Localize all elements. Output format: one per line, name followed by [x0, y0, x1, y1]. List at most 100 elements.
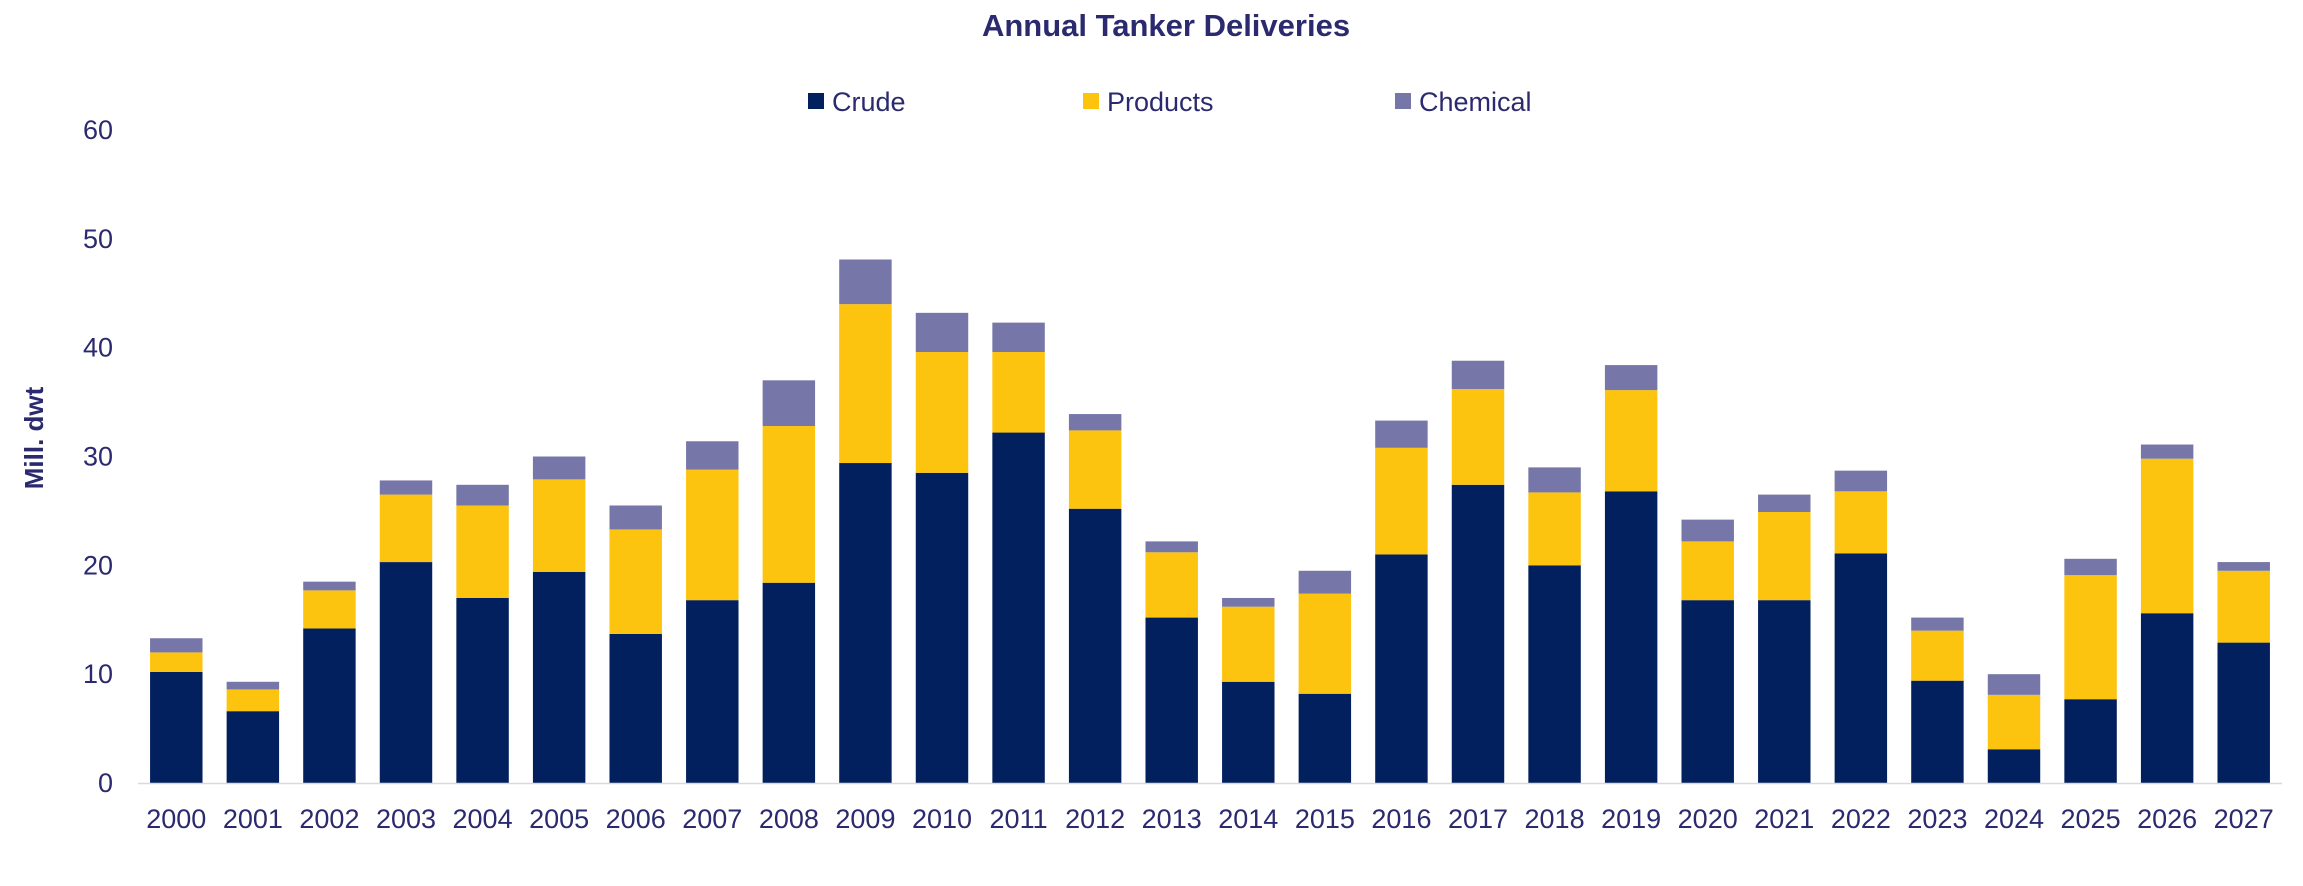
x-tick-label: 2023 — [1907, 804, 1967, 834]
bar-chemical-2004 — [456, 484, 509, 506]
x-tick-label: 2002 — [299, 804, 359, 834]
bar-crude-2027 — [2217, 642, 2270, 783]
bar-chemical-2017 — [1451, 360, 1505, 390]
bar-chemical-2021 — [1758, 494, 1811, 512]
bar-crude-2014 — [1222, 681, 1275, 783]
y-axis-ticks: 0 10 20 30 40 50 60 — [83, 115, 113, 798]
bar-chemical-2006 — [609, 505, 662, 530]
bar-products-2018 — [1528, 492, 1581, 566]
bar-crude-2003 — [379, 562, 433, 783]
bar-crude-2024 — [1987, 749, 2041, 783]
bar-products-2004 — [456, 505, 509, 598]
bar-chemical-2023 — [1911, 617, 1964, 631]
legend-label-chemical: Chemical — [1419, 87, 1532, 117]
bar-products-2003 — [379, 494, 433, 563]
legend-label-crude: Crude — [832, 87, 906, 117]
x-tick-label: 2015 — [1295, 804, 1355, 834]
bar-crude-2017 — [1451, 484, 1505, 783]
x-tick-label: 2016 — [1371, 804, 1431, 834]
bar-chemical-2016 — [1375, 420, 1428, 448]
bars — [150, 259, 2270, 783]
bar-chemical-2012 — [1068, 414, 1122, 431]
bar-crude-2022 — [1834, 553, 1888, 783]
x-tick-label: 2017 — [1448, 804, 1508, 834]
bar-chemical-2022 — [1834, 470, 1888, 492]
x-tick-label: 2006 — [606, 804, 666, 834]
bar-chemical-2018 — [1528, 467, 1581, 493]
bar-chemical-2020 — [1681, 519, 1734, 542]
bar-products-2015 — [1298, 593, 1352, 694]
x-tick-label: 2021 — [1754, 804, 1814, 834]
bar-chemical-2011 — [992, 322, 1045, 353]
x-tick-label: 2019 — [1601, 804, 1661, 834]
y-tick-label: 0 — [98, 768, 113, 798]
bar-chemical-2003 — [379, 480, 433, 495]
bar-products-2021 — [1758, 512, 1811, 601]
bar-products-2025 — [2064, 575, 2117, 700]
bar-chemical-2005 — [532, 456, 586, 480]
x-axis-ticks: 2000 2001 2002 2003 2004 2005 2006 2007 2008 2009… — [146, 804, 2273, 834]
bar-chemical-2014 — [1222, 597, 1275, 607]
bar-crude-2008 — [762, 582, 816, 783]
x-tick-label: 2009 — [835, 804, 895, 834]
bar-products-2007 — [686, 469, 739, 601]
bar-crude-2000 — [150, 671, 203, 783]
x-tick-label: 2008 — [759, 804, 819, 834]
bar-crude-2006 — [609, 633, 662, 783]
bar-crude-2026 — [2140, 613, 2194, 783]
bar-products-2020 — [1681, 541, 1734, 601]
bar-products-2006 — [609, 529, 662, 634]
bar-crude-2023 — [1911, 680, 1964, 783]
bar-products-2027 — [2217, 570, 2270, 643]
bar-chemical-2007 — [686, 441, 739, 470]
bar-chemical-2025 — [2064, 558, 2117, 576]
bar-crude-2019 — [1604, 491, 1658, 783]
bar-crude-2002 — [303, 628, 356, 783]
bar-products-2000 — [150, 652, 203, 672]
bar-products-2014 — [1222, 606, 1275, 682]
bar-products-2009 — [839, 304, 892, 464]
legend-label-products: Products — [1107, 87, 1214, 117]
bar-crude-2025 — [2064, 699, 2117, 783]
bar-crude-2016 — [1375, 554, 1428, 783]
x-tick-label: 2025 — [2061, 804, 2121, 834]
bar-chemical-2024 — [1987, 674, 2041, 695]
bar-products-2013 — [1145, 552, 1198, 618]
bar-products-2023 — [1911, 630, 1964, 681]
x-tick-label: 2005 — [529, 804, 589, 834]
bar-chemical-2001 — [226, 681, 280, 690]
bar-crude-2004 — [456, 597, 509, 783]
bar-products-2008 — [762, 426, 816, 583]
y-tick-label: 30 — [83, 442, 113, 472]
x-tick-label: 2013 — [1142, 804, 1202, 834]
bar-crude-2005 — [532, 571, 586, 783]
y-tick-label: 10 — [83, 659, 113, 689]
x-tick-label: 2001 — [223, 804, 283, 834]
bar-crude-2010 — [915, 472, 969, 783]
x-tick-label: 2026 — [2137, 804, 2197, 834]
bar-products-2017 — [1451, 389, 1505, 485]
bar-chemical-2010 — [915, 312, 969, 353]
x-tick-label: 2012 — [1065, 804, 1125, 834]
bar-products-2011 — [992, 352, 1045, 433]
x-tick-label: 2003 — [376, 804, 436, 834]
bar-chemical-2008 — [762, 380, 816, 427]
x-tick-label: 2018 — [1525, 804, 1585, 834]
bar-chemical-2009 — [839, 259, 892, 305]
bar-chemical-2002 — [303, 581, 356, 591]
legend: Crude Products Chemical — [808, 87, 1532, 117]
legend-swatch-chemical — [1395, 93, 1411, 109]
bar-crude-2021 — [1758, 600, 1811, 783]
legend-swatch-crude — [808, 93, 824, 109]
bar-products-2024 — [1987, 694, 2041, 750]
bar-crude-2020 — [1681, 600, 1734, 783]
bar-products-2026 — [2140, 458, 2194, 614]
x-tick-label: 2007 — [682, 804, 742, 834]
x-tick-label: 2011 — [990, 804, 1048, 834]
bar-chemical-2015 — [1298, 570, 1352, 594]
bar-products-2019 — [1604, 390, 1658, 492]
bar-products-2002 — [303, 590, 356, 629]
y-tick-label: 60 — [83, 115, 113, 145]
bar-products-2001 — [226, 689, 280, 712]
